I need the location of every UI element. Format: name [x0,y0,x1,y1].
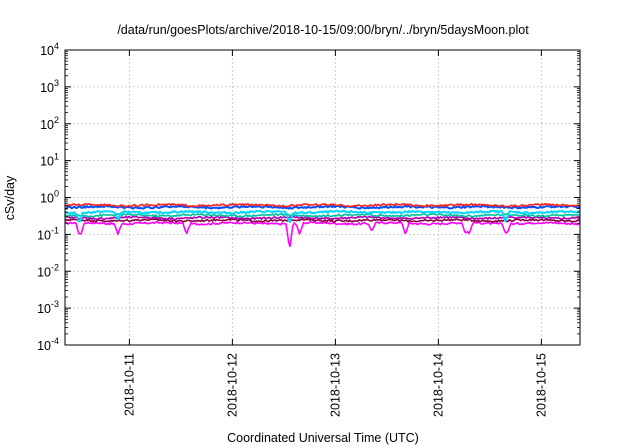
y-tick-label: 10-3 [37,299,59,316]
grid [65,50,580,345]
y-tick-label: 100 [40,189,59,206]
chart-title: /data/run/goesPlots/archive/2018-10-15/0… [117,23,529,37]
y-tick-label: 101 [40,152,59,169]
x-tick-label: 2018-10-13 [328,353,342,417]
series-line [64,218,581,223]
y-tick-label: 102 [40,115,59,132]
y-axis-label: cSv/day [3,175,17,220]
x-axis-label: Coordinated Universal Time (UTC) [227,431,419,445]
series-line [64,221,581,248]
y-tick-label: 10-4 [37,336,59,353]
y-axis-ticks: 10-4 10-3 10-2 10-1 100 101 102 103 104 [37,41,580,353]
x-tick-label: 2018-10-12 [225,353,239,417]
x-tick-label: 2018-10-14 [431,353,445,417]
x-tick-label: 2018-10-15 [534,353,548,417]
series-line [64,209,581,224]
y-tick-label: 103 [40,78,59,95]
x-tick-label: 2018-10-11 [122,353,136,416]
y-tick-label: 10-2 [37,262,59,279]
x-axis-ticks: 2018-10-11 2018-10-12 2018-10-13 2018-10-14… [122,50,548,417]
series-line [64,202,581,208]
series-group [64,202,581,248]
series-line [64,215,581,221]
series-line [64,213,581,218]
y-tick-label: 10-1 [37,225,59,242]
series-line [64,204,581,210]
y-tick-label: 104 [40,41,59,58]
